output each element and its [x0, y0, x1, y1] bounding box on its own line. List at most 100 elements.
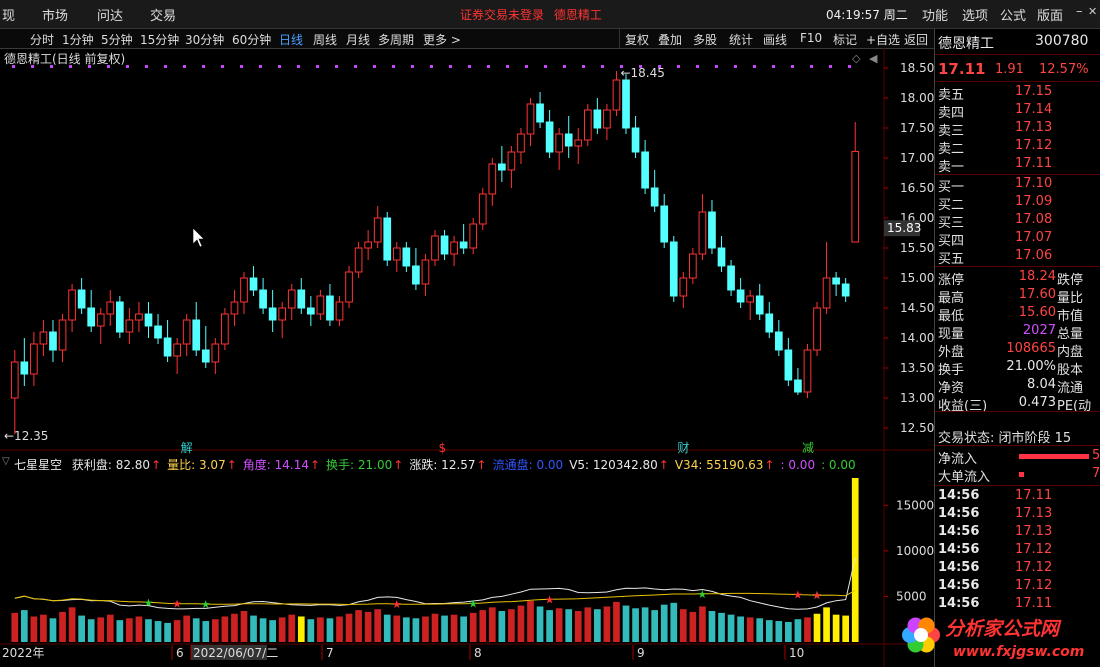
tab-15min[interactable]: 15分钟: [140, 33, 180, 47]
price-axis-label: 15.00: [900, 271, 934, 285]
event-marker[interactable]: 解: [181, 441, 193, 455]
restore-rights-button[interactable]: 复权: [625, 33, 650, 47]
indicator-value: V34: 55190.63↑: [674, 458, 775, 472]
kline-chart[interactable]: ◇ ◀18.5018.0017.5017.0016.5016.0015.5015.…: [0, 48, 934, 667]
indicator-value: 量比: 3.07↑: [167, 458, 237, 472]
signal-dot: [582, 65, 585, 68]
ask-level-price: 17.14: [1015, 102, 1053, 117]
watermark-logo: 分析家公式网 www.fxjgsw.com: [902, 617, 1084, 660]
volume-bar: [211, 619, 219, 642]
tab-daily[interactable]: 日线: [279, 33, 304, 47]
volume-bar: [832, 614, 840, 642]
candle-body: [841, 283, 850, 297]
menu-item-layout[interactable]: 版面: [1037, 9, 1064, 24]
net-inflow-bar: [1019, 454, 1089, 459]
trade-login-notice[interactable]: 证券交易未登录 德恩精工: [460, 6, 602, 23]
tab-timeshare[interactable]: 分时: [30, 33, 55, 47]
bid-level-label: 买四: [938, 234, 965, 249]
stock-name-link[interactable]: 德恩精工: [553, 8, 602, 22]
price-axis-label: 18.50: [900, 61, 934, 75]
volume-bar: [250, 615, 257, 642]
indicator-value: : 0.00: [821, 458, 856, 472]
back-button[interactable]: 返回: [904, 33, 929, 47]
event-marker[interactable]: 减: [802, 441, 814, 455]
menu-item-formula[interactable]: 公式: [1000, 9, 1027, 24]
tick-price: 17.11: [1015, 596, 1053, 611]
candle-body: [383, 217, 392, 261]
tab-monthly[interactable]: 月线: [346, 33, 371, 47]
overlay-button[interactable]: 叠加: [658, 33, 683, 47]
volume-bar: [145, 619, 152, 642]
quote-divider: [935, 81, 1100, 82]
diamond-icon[interactable]: ◇: [852, 52, 861, 65]
signal-dot: [335, 65, 338, 68]
volume-bar: [412, 618, 420, 642]
tick-price: 17.12: [1015, 578, 1053, 593]
volume-bar: [154, 621, 162, 642]
quote-stat-label: 量比: [1057, 291, 1084, 306]
trade-status: 交易状态: 闭市阶段 15: [938, 431, 1072, 446]
indicator-name[interactable]: 七星星空: [14, 458, 63, 472]
quote-stock-name: 德恩精工: [938, 36, 994, 52]
menu-item-current[interactable]: 现: [2, 9, 16, 24]
tab-30min[interactable]: 30分钟: [185, 33, 225, 47]
event-marker[interactable]: 财: [677, 441, 689, 455]
tab-1min[interactable]: 1分钟: [62, 33, 94, 47]
tab-60min[interactable]: 60分钟: [232, 33, 272, 47]
volume-bar: [765, 620, 773, 642]
volume-bar: [613, 601, 620, 642]
big-inflow-label: 大单流入: [938, 470, 991, 485]
candle-body: [545, 121, 554, 153]
candle-body: [660, 205, 669, 243]
draw-line-button[interactable]: 画线: [763, 33, 788, 47]
ask-level-label: 卖四: [938, 106, 965, 121]
ask-level-label: 卖二: [938, 142, 965, 157]
signal-dot: [810, 65, 813, 68]
price-axis-label: 18.00: [900, 91, 934, 105]
event-marker[interactable]: $: [439, 441, 447, 455]
candle-body: [746, 295, 755, 303]
signal-dot: [164, 65, 167, 68]
menu-item-wenda[interactable]: 问达: [97, 9, 124, 24]
quote-stat-label: 内盘: [1057, 345, 1084, 360]
menu-item-market[interactable]: 市场: [42, 9, 69, 24]
candle-body: [459, 241, 468, 249]
menu-item-options[interactable]: 选项: [962, 9, 989, 24]
volume-bar: [297, 616, 305, 642]
quote-change: 1.91: [995, 62, 1024, 77]
multi-stock-button[interactable]: 多股: [693, 33, 718, 47]
quote-divider: [935, 485, 1100, 486]
candle-body: [822, 277, 831, 309]
close-icon[interactable]: ✕: [1088, 5, 1098, 18]
collapse-icon[interactable]: ◀: [869, 52, 878, 65]
mark-button[interactable]: 标记: [833, 33, 858, 47]
tab-multi-period[interactable]: 多周期: [378, 33, 415, 47]
volume-bar: [231, 613, 238, 642]
bid-level-label: 买一: [938, 180, 965, 195]
tab-more[interactable]: 更多 >: [423, 33, 461, 47]
quote-stat-value: 0.473: [1018, 395, 1056, 410]
add-watchlist-button[interactable]: +自选: [866, 33, 901, 47]
volume-bar: [345, 613, 353, 642]
volume-bar: [336, 616, 343, 642]
volume-bar: [30, 616, 38, 642]
candle-body: [307, 307, 315, 315]
candle-body: [564, 133, 573, 147]
volume-bar: [527, 601, 534, 642]
date-axis-label: 7: [326, 646, 334, 660]
f10-button[interactable]: F10: [800, 31, 823, 45]
statistics-button[interactable]: 统计: [729, 33, 754, 47]
indicator-toggle-icon[interactable]: ▽: [2, 456, 10, 467]
signal-dot: [734, 65, 737, 68]
date-axis-label: 2022/06/07/二: [193, 646, 278, 660]
tab-5min[interactable]: 5分钟: [101, 33, 133, 47]
menu-item-function[interactable]: 功能: [922, 9, 949, 24]
volume-bar: [851, 478, 859, 642]
tab-weekly[interactable]: 周线: [313, 33, 338, 47]
notice-text[interactable]: 证券交易未登录: [460, 8, 545, 22]
menu-item-trade[interactable]: 交易: [150, 9, 177, 24]
minimize-icon[interactable]: –: [1076, 4, 1083, 19]
signal-dot: [525, 65, 528, 68]
volume-bar: [164, 622, 171, 642]
date-axis-label: 6: [176, 646, 184, 660]
